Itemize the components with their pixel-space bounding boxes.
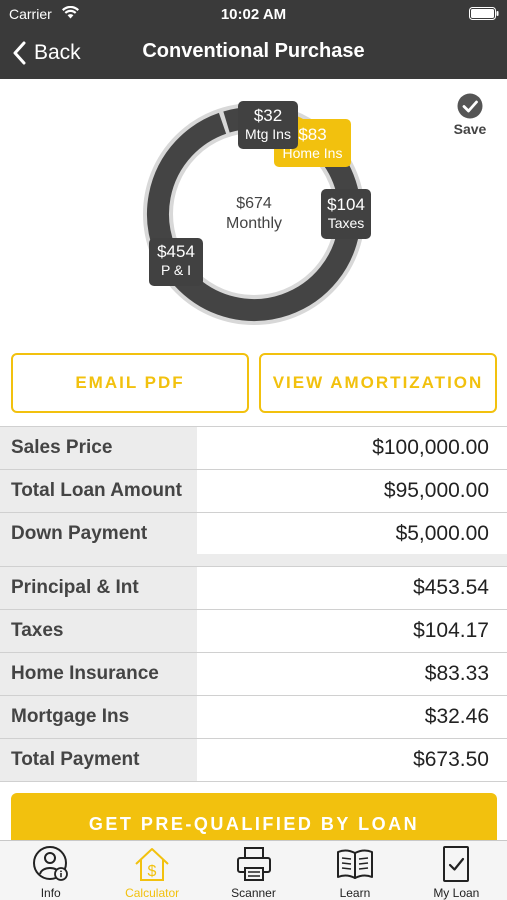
table-row: Sales Price $100,000.00 — [0, 427, 507, 470]
payment-breakdown-table: Principal & Int $453.54 Taxes $104.17 Ho… — [0, 566, 507, 782]
monthly-total: $674 — [236, 195, 272, 212]
back-label: Back — [34, 41, 81, 64]
email-pdf-button[interactable]: EMAIL PDF — [11, 353, 249, 413]
tab-info[interactable]: Info — [0, 841, 101, 900]
tab-learn[interactable]: Learn — [304, 841, 405, 900]
tab-bar: Info $ Calculator Scanner Lea — [0, 840, 507, 900]
save-button[interactable]: Save — [448, 93, 492, 143]
tab-learn-label: Learn — [339, 886, 371, 900]
table-row: Total Loan Amount $95,000.00 — [0, 470, 507, 513]
principal-int-label: Principal & Int — [0, 567, 197, 609]
sales-price-value: $100,000.00 — [372, 436, 489, 459]
total-loan-amount-value: $95,000.00 — [383, 479, 489, 502]
tab-my-loan-label: My Loan — [433, 886, 480, 900]
mtg-ins-amount: $32 — [253, 106, 283, 125]
tab-scanner[interactable]: Scanner — [203, 841, 304, 900]
table-row: Principal & Int $453.54 — [0, 567, 507, 610]
view-amortization-button[interactable]: VIEW AMORTIZATION — [259, 353, 497, 413]
back-button[interactable]: Back — [12, 38, 81, 68]
taxes-value: $104.17 — [413, 619, 489, 642]
tab-scanner-label: Scanner — [231, 886, 276, 900]
taxes-name: Taxes — [327, 214, 365, 231]
monthly-label: Monthly — [225, 215, 283, 232]
home-ins-name: Home Ins — [282, 144, 343, 161]
tab-calculator[interactable]: $ Calculator — [101, 841, 202, 900]
tab-info-label: Info — [40, 886, 61, 900]
mtg-ins-name: Mtg Ins — [245, 125, 291, 142]
nav-bar: Back Conventional Purchase — [0, 28, 507, 79]
table-row: Home Insurance $83.33 — [0, 653, 507, 696]
chevron-left-icon — [13, 41, 26, 65]
battery-icon — [469, 7, 499, 20]
principal-int-value: $453.54 — [413, 576, 489, 599]
tab-calculator-label: Calculator — [125, 886, 180, 900]
clock: 10:02 AM — [220, 6, 287, 23]
table-row: Mortgage Ins $32.46 — [0, 696, 507, 739]
document-check-icon — [443, 846, 470, 882]
home-insurance-value: $83.33 — [424, 662, 489, 685]
total-payment-value: $673.50 — [413, 748, 489, 771]
table-row: Down Payment $5,000.00 — [0, 513, 507, 556]
taxes-label: Taxes — [0, 610, 197, 652]
info-person-icon — [32, 846, 68, 881]
total-payment-label: Total Payment — [0, 739, 197, 781]
home-insurance-label: Home Insurance — [0, 653, 197, 695]
table-row: Taxes $104.17 — [0, 610, 507, 653]
down-payment-label: Down Payment — [0, 513, 197, 555]
checkmark-circle-icon — [457, 93, 483, 119]
wifi-icon — [62, 6, 79, 19]
table-divider — [0, 554, 507, 566]
mortgage-ins-value: $32.46 — [424, 705, 489, 728]
mtg-ins-badge: $32 Mtg Ins — [238, 101, 298, 149]
house-dollar-icon: $ — [135, 848, 169, 881]
printer-scanner-icon — [236, 847, 271, 881]
taxes-amount: $104 — [327, 195, 365, 214]
app-header: Carrier 10:02 AM Back Conventional Purch… — [0, 0, 507, 79]
svg-text:$: $ — [148, 863, 157, 880]
sales-price-label: Sales Price — [0, 427, 197, 469]
payment-summary: $674 Monthly $83 Home Ins $32 Mtg Ins $1… — [0, 79, 507, 341]
status-bar: Carrier 10:02 AM — [0, 0, 507, 28]
tab-my-loan[interactable]: My Loan — [406, 841, 507, 900]
carrier-label: Carrier — [9, 6, 52, 22]
open-book-icon — [336, 849, 373, 879]
principal-interest-amount: $454 — [157, 242, 195, 261]
save-label: Save — [453, 121, 487, 137]
table-row: Total Payment $673.50 — [0, 739, 507, 782]
loan-details-table: Sales Price $100,000.00 Total Loan Amoun… — [0, 426, 507, 556]
total-loan-amount-label: Total Loan Amount — [0, 470, 197, 512]
home-ins-amount: $83 — [298, 125, 327, 144]
taxes-badge: $104 Taxes — [321, 189, 371, 239]
ring-segment-p-i — [147, 112, 360, 321]
principal-interest-badge: $454 P & I — [149, 238, 203, 286]
down-payment-value: $5,000.00 — [395, 522, 489, 545]
mortgage-ins-label: Mortgage Ins — [0, 696, 197, 738]
principal-interest-name: P & I — [160, 261, 192, 278]
